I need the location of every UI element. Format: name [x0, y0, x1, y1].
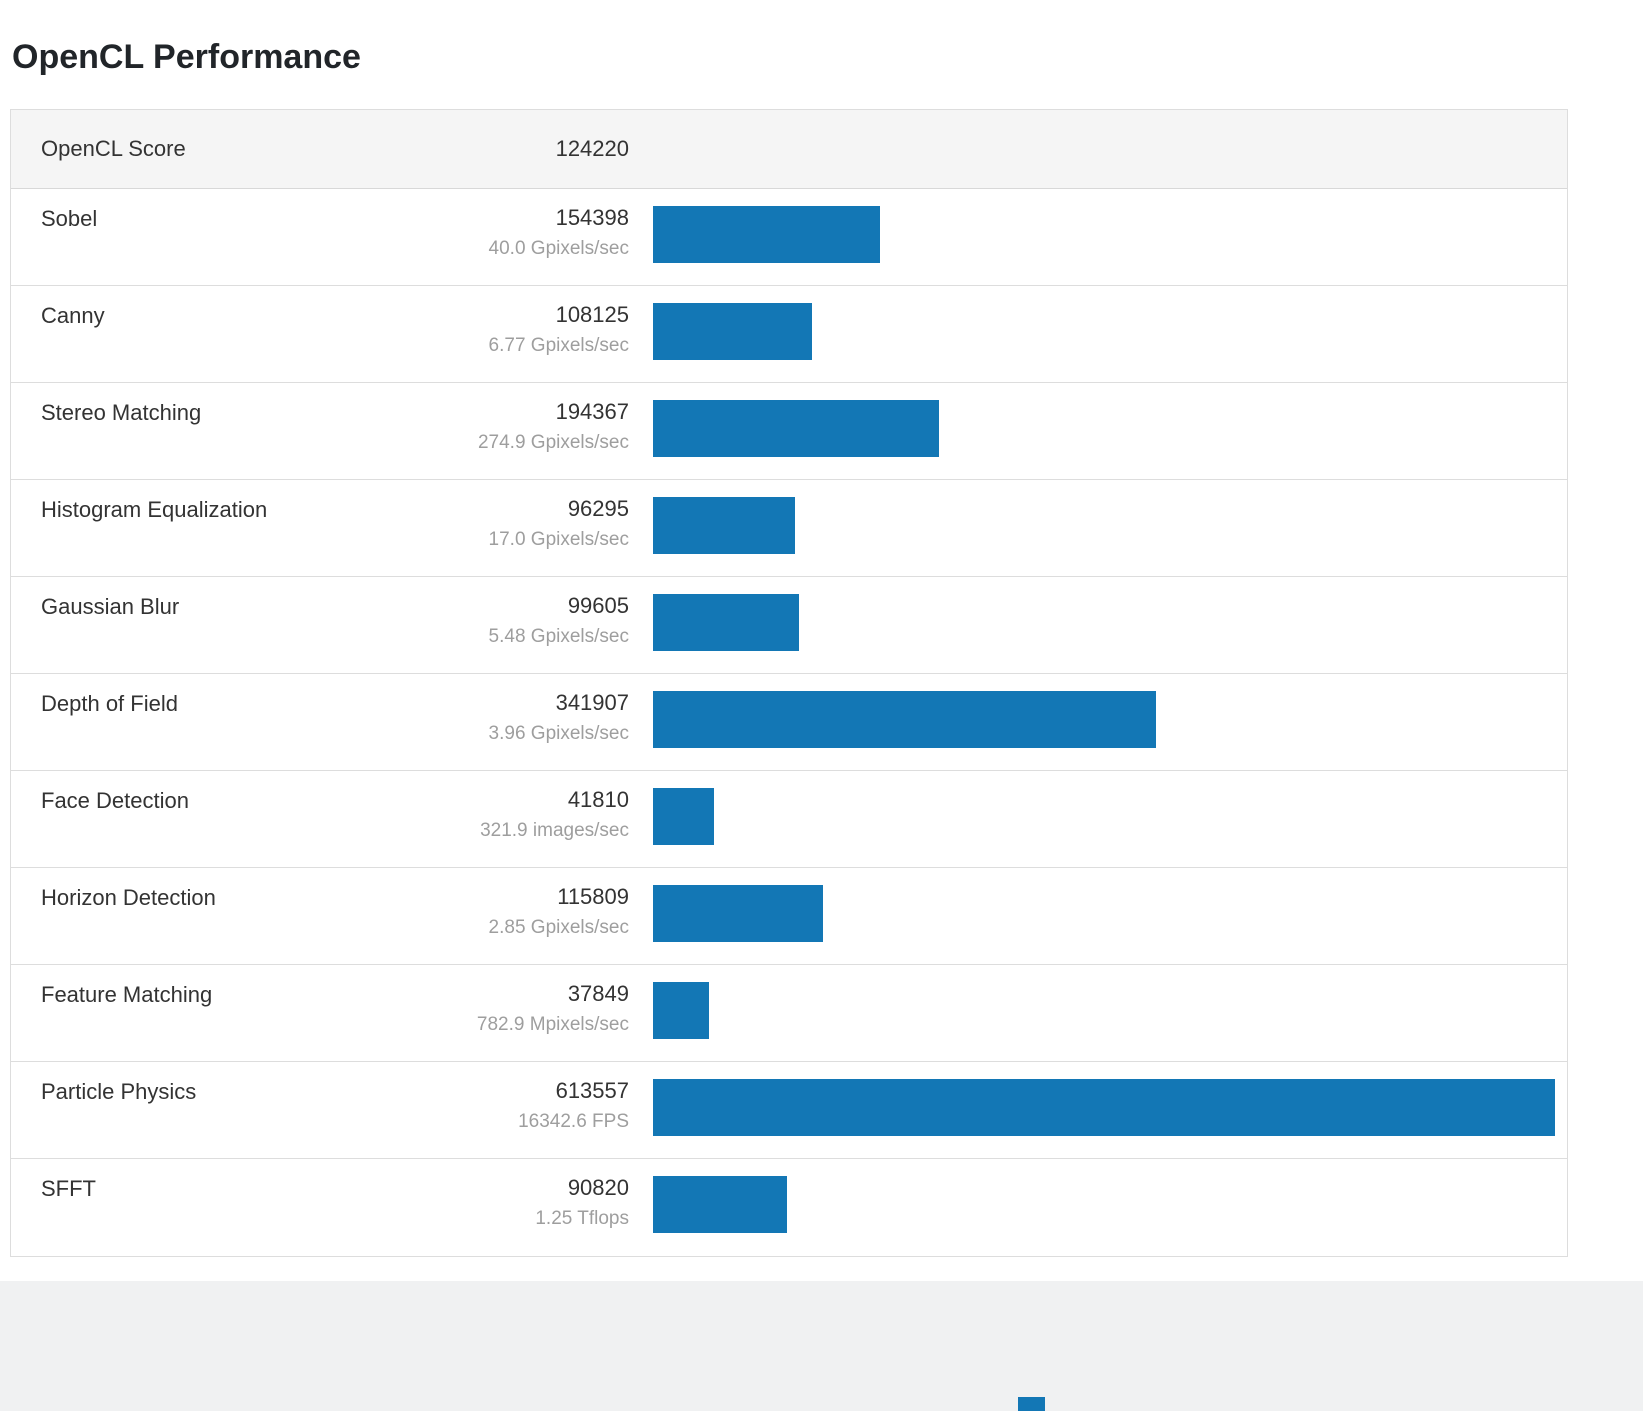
benchmark-score: 194367 — [555, 399, 629, 424]
benchmark-score: 613557 — [555, 1078, 629, 1103]
score-bar — [653, 691, 1156, 748]
benchmark-score: 108125 — [555, 302, 629, 327]
score-bar — [653, 303, 812, 360]
score-bar — [653, 982, 709, 1039]
benchmark-name: Horizon Detection — [41, 885, 216, 910]
benchmark-name: Face Detection — [41, 788, 189, 813]
benchmark-rate: 5.48 Gpixels/sec — [488, 626, 629, 648]
score-header-row: OpenCL Score 124220 — [11, 110, 1567, 189]
benchmark-score: 96295 — [567, 496, 629, 521]
benchmark-row-canny: Canny 108125 6.77 Gpixels/sec — [11, 286, 1567, 383]
benchmark-rate: 782.9 Mpixels/sec — [476, 1014, 629, 1036]
benchmark-rate: 3.96 Gpixels/sec — [488, 723, 629, 745]
score-bar — [653, 885, 824, 942]
benchmark-rate: 274.9 Gpixels/sec — [477, 432, 629, 454]
score-bar — [653, 206, 880, 263]
score-header-label: OpenCL Score — [41, 136, 186, 161]
benchmark-row-histogram-equalization: Histogram Equalization 96295 17.0 Gpixel… — [11, 480, 1567, 577]
benchmark-name: SFFT — [41, 1176, 96, 1201]
benchmark-name: Gaussian Blur — [41, 594, 180, 619]
benchmark-name: Feature Matching — [41, 982, 213, 1007]
benchmark-rate: 1.25 Tflops — [535, 1208, 629, 1230]
opencl-score-value: 124220 — [555, 136, 629, 161]
benchmark-row-stereo-matching: Stereo Matching 194367 274.9 Gpixels/sec — [11, 383, 1567, 480]
benchmark-rate: 17.0 Gpixels/sec — [488, 529, 629, 551]
partial-blue-bar — [1018, 1397, 1045, 1411]
opencl-benchmark-table: OpenCL Score 124220 Sobel 154398 40.0 Gp… — [10, 109, 1568, 1257]
benchmark-score: 154398 — [555, 205, 629, 230]
benchmark-name: Stereo Matching — [41, 400, 202, 425]
score-bar — [653, 1079, 1555, 1136]
benchmark-row-gaussian-blur: Gaussian Blur 99605 5.48 Gpixels/sec — [11, 577, 1567, 674]
benchmark-name: Histogram Equalization — [41, 497, 268, 522]
benchmark-score: 90820 — [567, 1175, 629, 1200]
benchmark-row-sobel: Sobel 154398 40.0 Gpixels/sec — [11, 189, 1567, 286]
benchmark-rate: 6.77 Gpixels/sec — [488, 335, 629, 357]
page-title: OpenCL Performance — [12, 38, 361, 76]
benchmark-name: Sobel — [41, 206, 98, 231]
score-bar — [653, 1176, 787, 1233]
benchmark-score: 115809 — [557, 884, 629, 909]
benchmark-row-depth-of-field: Depth of Field 341907 3.96 Gpixels/sec — [11, 674, 1567, 771]
benchmark-row-sfft: SFFT 90820 1.25 Tflops — [11, 1159, 1567, 1256]
score-bar — [653, 400, 939, 457]
benchmark-rate: 40.0 Gpixels/sec — [488, 238, 629, 260]
benchmark-score: 41810 — [567, 787, 629, 812]
benchmark-score: 99605 — [567, 593, 629, 618]
benchmark-name: Particle Physics — [41, 1079, 197, 1104]
benchmark-row-feature-matching: Feature Matching 37849 782.9 Mpixels/sec — [11, 965, 1567, 1062]
opencl-performance-page: OpenCL Performance OpenCL Score 124220 S… — [10, 38, 1568, 1257]
benchmark-score: 37849 — [567, 981, 629, 1006]
benchmark-name: Depth of Field — [41, 691, 178, 716]
benchmark-row-face-detection: Face Detection 41810 321.9 images/sec — [11, 771, 1567, 868]
benchmark-rate: 16342.6 FPS — [518, 1111, 629, 1133]
benchmark-name: Canny — [41, 303, 105, 328]
score-bar — [653, 497, 795, 554]
benchmark-rate: 2.85 Gpixels/sec — [488, 917, 629, 939]
score-bar — [653, 788, 715, 845]
score-bar — [653, 594, 800, 651]
benchmark-score: 341907 — [555, 690, 629, 715]
benchmark-row-horizon-detection: Horizon Detection 115809 2.85 Gpixels/se… — [11, 868, 1567, 965]
benchmark-row-particle-physics: Particle Physics 613557 16342.6 FPS — [11, 1062, 1567, 1159]
benchmark-rate: 321.9 images/sec — [480, 820, 629, 842]
footer-band — [0, 1281, 1643, 1411]
